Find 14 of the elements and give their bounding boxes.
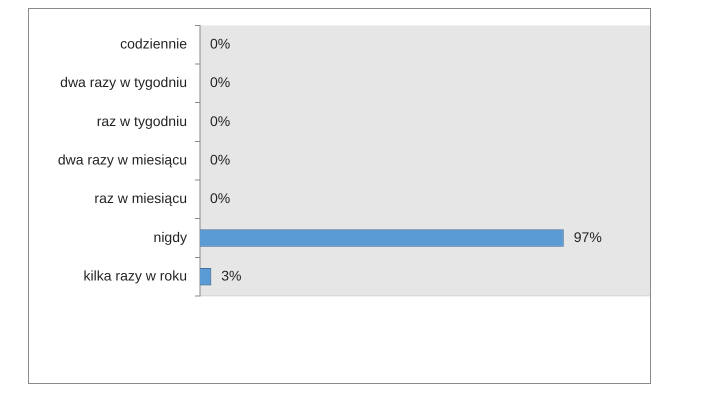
data-label: 3% bbox=[221, 268, 242, 284]
y-tick-label: raz w tygodniu bbox=[96, 112, 187, 129]
y-tick-label: nigdy bbox=[154, 228, 187, 245]
y-tick-label: dwa razy w miesiącu bbox=[58, 152, 187, 168]
y-tick-label: dwa razy w tygodniu bbox=[60, 74, 187, 90]
data-label: 0% bbox=[210, 190, 230, 206]
y-tick-label: kilka razy w roku bbox=[84, 268, 187, 284]
data-label: 0% bbox=[210, 74, 230, 90]
data-label: 0% bbox=[210, 152, 230, 168]
data-label: 0% bbox=[210, 36, 230, 52]
data-label: 97% bbox=[574, 228, 602, 245]
data-label: 0% bbox=[210, 112, 230, 129]
y-tick-label: codziennie bbox=[120, 36, 188, 52]
y-tick-label: raz w miesiącu bbox=[94, 190, 187, 206]
